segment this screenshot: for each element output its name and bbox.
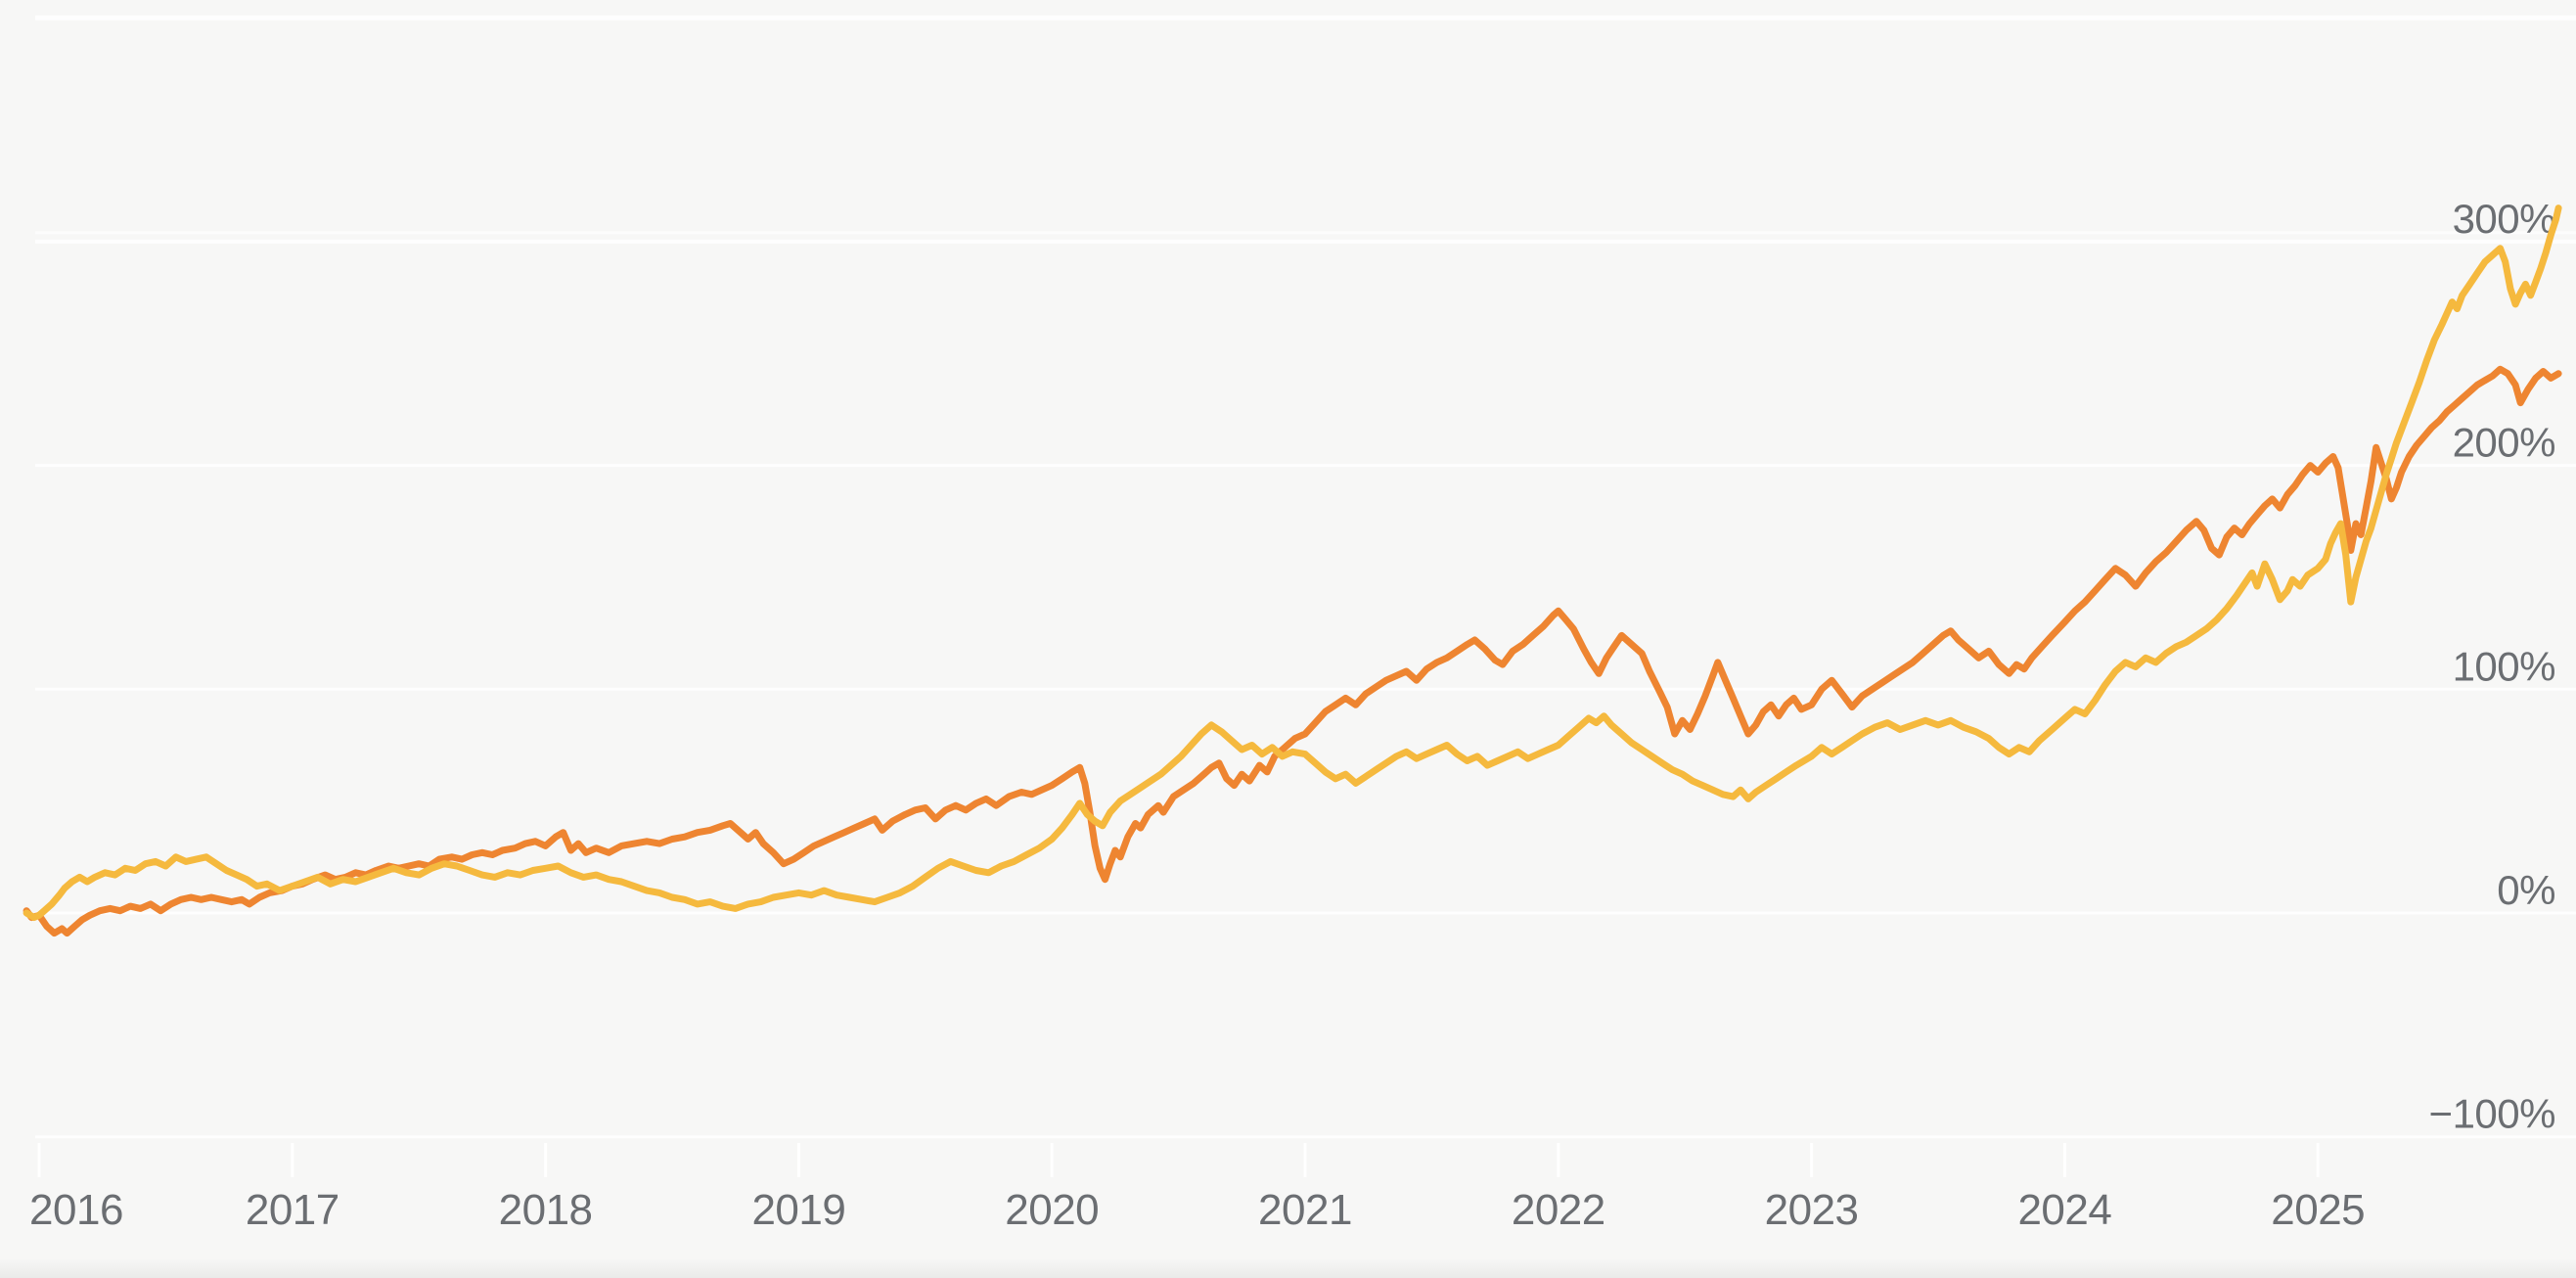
orange-series-line bbox=[23, 365, 2562, 937]
x-axis-label-2020: 2020 bbox=[1005, 1186, 1099, 1234]
x-axis-label-2019: 2019 bbox=[751, 1186, 845, 1234]
y-axis-label--100pct: −100% bbox=[2429, 1091, 2555, 1137]
x-axis-label-2025: 2025 bbox=[2271, 1186, 2365, 1234]
x-axis-label-2017: 2017 bbox=[246, 1186, 339, 1234]
y-axis-label-200pct: 200% bbox=[2453, 420, 2555, 466]
x-axis-label-2016: 2016 bbox=[29, 1186, 123, 1234]
x-axis-label-2022: 2022 bbox=[1512, 1186, 1605, 1234]
x-axis-label-2023: 2023 bbox=[1765, 1186, 1859, 1234]
x-axis-label-2024: 2024 bbox=[2017, 1186, 2111, 1234]
y-axis-label-300pct: 300% bbox=[2453, 196, 2555, 242]
yellow-series-line bbox=[23, 205, 2562, 922]
y-axis-label-100pct: 100% bbox=[2453, 643, 2555, 689]
y-axis-label-0pct: 0% bbox=[2497, 867, 2555, 913]
x-axis-label-2018: 2018 bbox=[499, 1186, 593, 1234]
x-axis-label-2021: 2021 bbox=[1258, 1186, 1352, 1234]
